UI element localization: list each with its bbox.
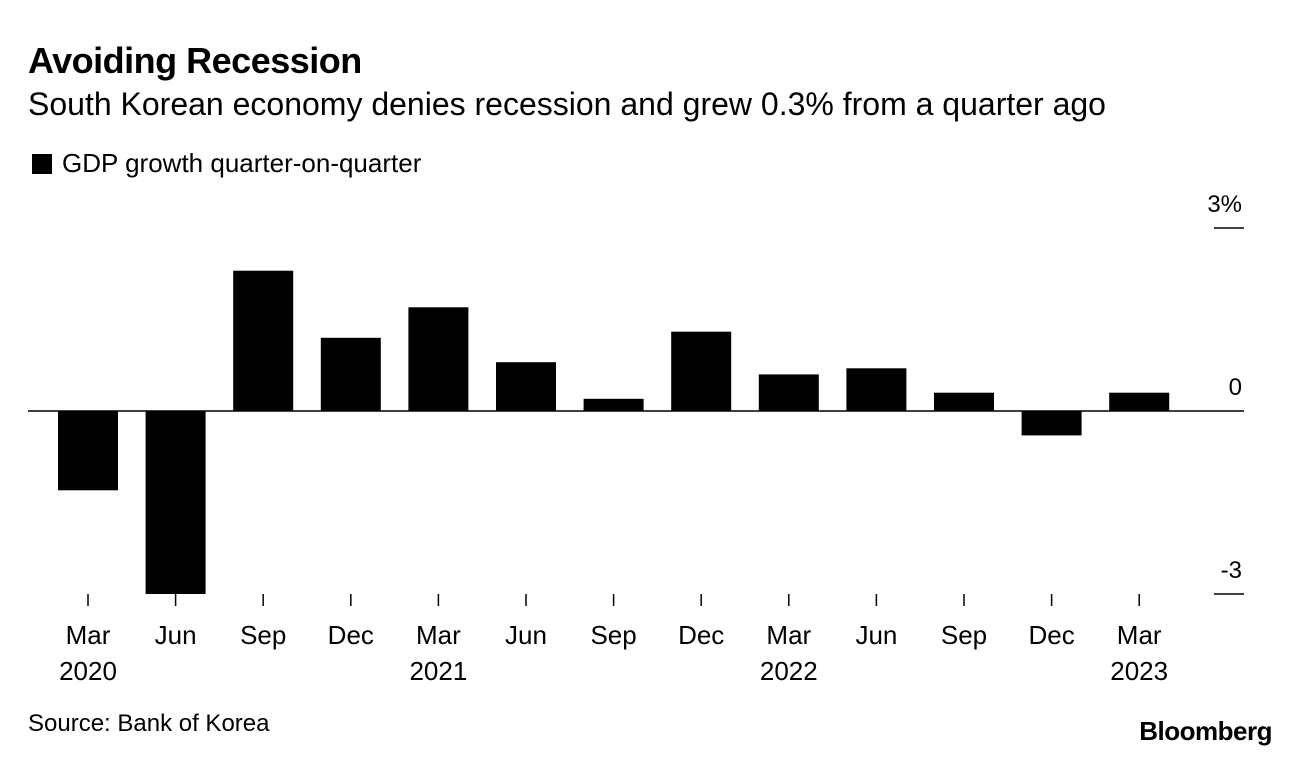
bar-2 bbox=[233, 270, 294, 411]
x-tick-label-11: Dec bbox=[1028, 620, 1074, 650]
bar-8 bbox=[758, 374, 819, 411]
year-label-2: 2022 bbox=[760, 656, 818, 686]
x-tick-label-6: Sep bbox=[590, 620, 636, 650]
bar-11 bbox=[1021, 411, 1082, 436]
x-tick-label-1: Jun bbox=[155, 620, 197, 650]
x-tick-label-5: Jun bbox=[505, 620, 547, 650]
year-label-1: 2021 bbox=[409, 656, 467, 686]
bar-1 bbox=[145, 411, 206, 594]
x-tick-label-12: Mar bbox=[1117, 620, 1162, 650]
x-tick-label-2: Sep bbox=[240, 620, 286, 650]
bar-12 bbox=[1109, 392, 1170, 411]
year-label-3: 2023 bbox=[1110, 656, 1168, 686]
x-tick-label-8: Mar bbox=[766, 620, 811, 650]
bloomberg-logo: Bloomberg bbox=[1139, 716, 1272, 746]
bar-4 bbox=[408, 307, 469, 411]
x-tick-label-4: Mar bbox=[416, 620, 461, 650]
y-tick-label-2: -3 bbox=[1221, 557, 1242, 584]
y-tick-label-1: 0 bbox=[1229, 374, 1242, 401]
y-tick-label-0: 3% bbox=[1207, 191, 1242, 218]
bar-6 bbox=[583, 398, 644, 411]
bar-3 bbox=[320, 337, 381, 411]
x-tick-label-7: Dec bbox=[678, 620, 724, 650]
legend-label: GDP growth quarter-on-quarter bbox=[62, 148, 422, 178]
chart-title: Avoiding Recession bbox=[28, 40, 362, 81]
bar-0 bbox=[58, 411, 118, 491]
x-tick-label-10: Sep bbox=[941, 620, 987, 650]
source-note: Source: Bank of Korea bbox=[28, 710, 270, 737]
chart-subtitle: South Korean economy denies recession an… bbox=[28, 86, 1106, 122]
bar-9 bbox=[846, 368, 907, 411]
bar-10 bbox=[934, 392, 994, 411]
legend-swatch bbox=[32, 153, 52, 174]
x-tick-label-3: Dec bbox=[328, 620, 374, 650]
x-tick-label-9: Jun bbox=[855, 620, 897, 650]
year-label-0: 2020 bbox=[59, 656, 117, 686]
bar-5 bbox=[496, 362, 556, 411]
legend: GDP growth quarter-on-quarter bbox=[32, 148, 421, 179]
bar-7 bbox=[671, 331, 732, 411]
x-tick-label-0: Mar bbox=[66, 620, 111, 650]
